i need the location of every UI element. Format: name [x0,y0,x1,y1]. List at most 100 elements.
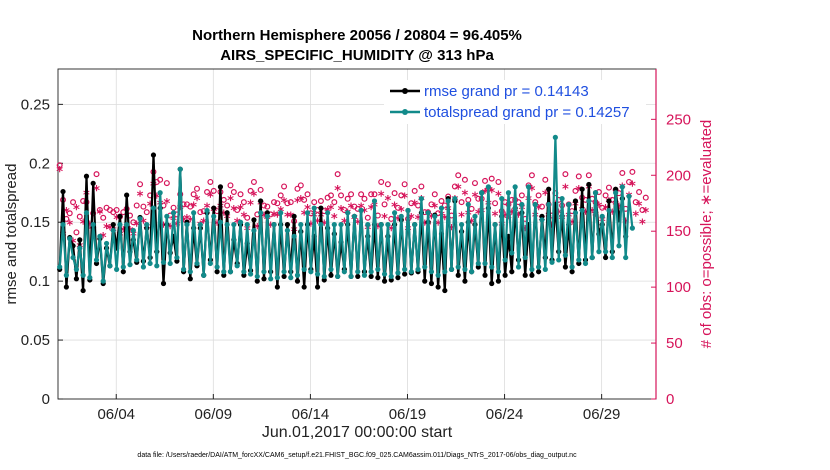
totalspread-point [492,221,498,228]
obs-possible-marker [163,180,170,187]
totalspread-point [164,213,170,219]
obs-possible-marker [518,192,525,199]
obs-evaluated-marker: * [609,207,616,222]
y-tick-label: 0.25 [21,96,50,113]
totalspread-point [57,264,63,270]
totalspread-point [268,276,274,282]
obs-possible-marker [605,184,612,191]
rmse-point [83,173,90,179]
totalspread-point [217,219,224,225]
y-tick-label: 0 [42,391,50,408]
totalspread-point [258,210,264,216]
totalspread-point [251,227,257,234]
totalspread-point [482,260,488,267]
obs-evaluated-marker: * [395,214,402,229]
obs-possible-marker [230,189,237,196]
obs-possible-marker [193,185,200,192]
rmse-point [110,221,116,228]
rmse-point [120,269,126,275]
totalspread-point [167,260,173,267]
obs-evaluated-marker: * [127,225,134,240]
obs-evaluated-marker: * [472,191,479,206]
totalspread-point [338,221,344,228]
obs-evaluated-marker: * [274,211,281,226]
obs-evaluated-marker: * [515,211,522,226]
obs-evaluated-marker: * [475,207,482,222]
obs-possible-marker [602,192,609,199]
chart-subtitle: AIRS_SPECIFIC_HUMIDITY @ 313 hPa [220,47,494,64]
obs-evaluated-marker: * [495,189,502,204]
obs-possible-marker [250,178,257,185]
totalspread-point [187,269,193,275]
x-tick-label: 06/09 [195,406,233,423]
totalspread-point [512,184,518,190]
totalspread-point [368,269,374,275]
obs-evaluated-marker: * [408,212,415,227]
rmse-point [402,271,408,277]
obs-evaluated-marker: * [629,179,636,194]
totalspread-point [170,210,177,216]
obs-evaluated-marker: * [247,198,254,213]
y2-tick-label: 200 [666,167,691,184]
obs-possible-marker [234,206,241,213]
obs-possible-marker [157,176,164,183]
totalspread-point [355,269,361,275]
rmse-point [258,198,264,204]
rmse-point [284,221,291,228]
data-file-footnote: data file: /Users/raeder/DAI/ATM_forcXX/… [137,452,577,459]
obs-possible-marker [632,199,639,206]
rmse-point [569,269,575,275]
obs-possible-marker [542,176,549,183]
totalspread-point [114,266,120,272]
obs-evaluated-marker: * [616,202,623,217]
obs-evaluated-marker: * [103,222,110,237]
totalspread-point [144,221,150,228]
y2-tick-label: 150 [666,223,691,240]
obs-possible-marker [341,206,348,213]
rmse-point [602,254,609,261]
totalspread-point [455,264,461,270]
totalspread-point [308,269,314,275]
totalspread-point [418,196,424,202]
obs-possible-marker [482,177,489,184]
obs-possible-marker [137,181,144,188]
obs-evaluated-marker: * [153,192,160,207]
rmse-point [211,205,217,211]
totalspread-point [469,269,475,275]
totalspread-point [278,210,284,216]
totalspread-point [291,233,297,239]
totalspread-point [304,210,311,216]
obs-evaluated-marker: * [287,211,294,226]
totalspread-point [234,263,240,269]
totalspread-point [351,213,358,219]
obs-evaluated-marker: * [284,211,291,226]
obs-possible-marker [311,199,318,206]
obs-evaluated-marker: * [595,201,602,216]
totalspread-point [201,272,207,278]
totalspread-point [475,260,481,267]
totalspread-point [589,254,595,261]
obs-possible-marker [240,199,247,206]
obs-evaluated-marker: * [261,211,268,226]
obs-evaluated-marker: * [361,206,368,221]
obs-possible-marker [294,185,301,192]
totalspread-point [191,210,197,216]
rmse-point [529,272,535,278]
totalspread-point [502,257,508,263]
totalspread-point [445,198,451,204]
totalspread-point [438,205,445,211]
obs-evaluated-marker: * [237,203,244,218]
totalspread-point [505,190,512,196]
obs-possible-marker [187,203,194,210]
rmse-point [395,275,401,281]
totalspread-point [318,221,324,228]
totalspread-point [532,201,538,208]
totalspread-point [341,269,347,275]
obs-evaluated-marker: * [592,210,599,225]
totalspread-point [569,264,575,270]
obs-evaluated-marker: * [636,199,643,214]
rmse-point [435,284,441,290]
rmse-point [291,213,297,219]
totalspread-point [395,270,401,276]
obs-evaluated-marker: * [230,204,237,219]
